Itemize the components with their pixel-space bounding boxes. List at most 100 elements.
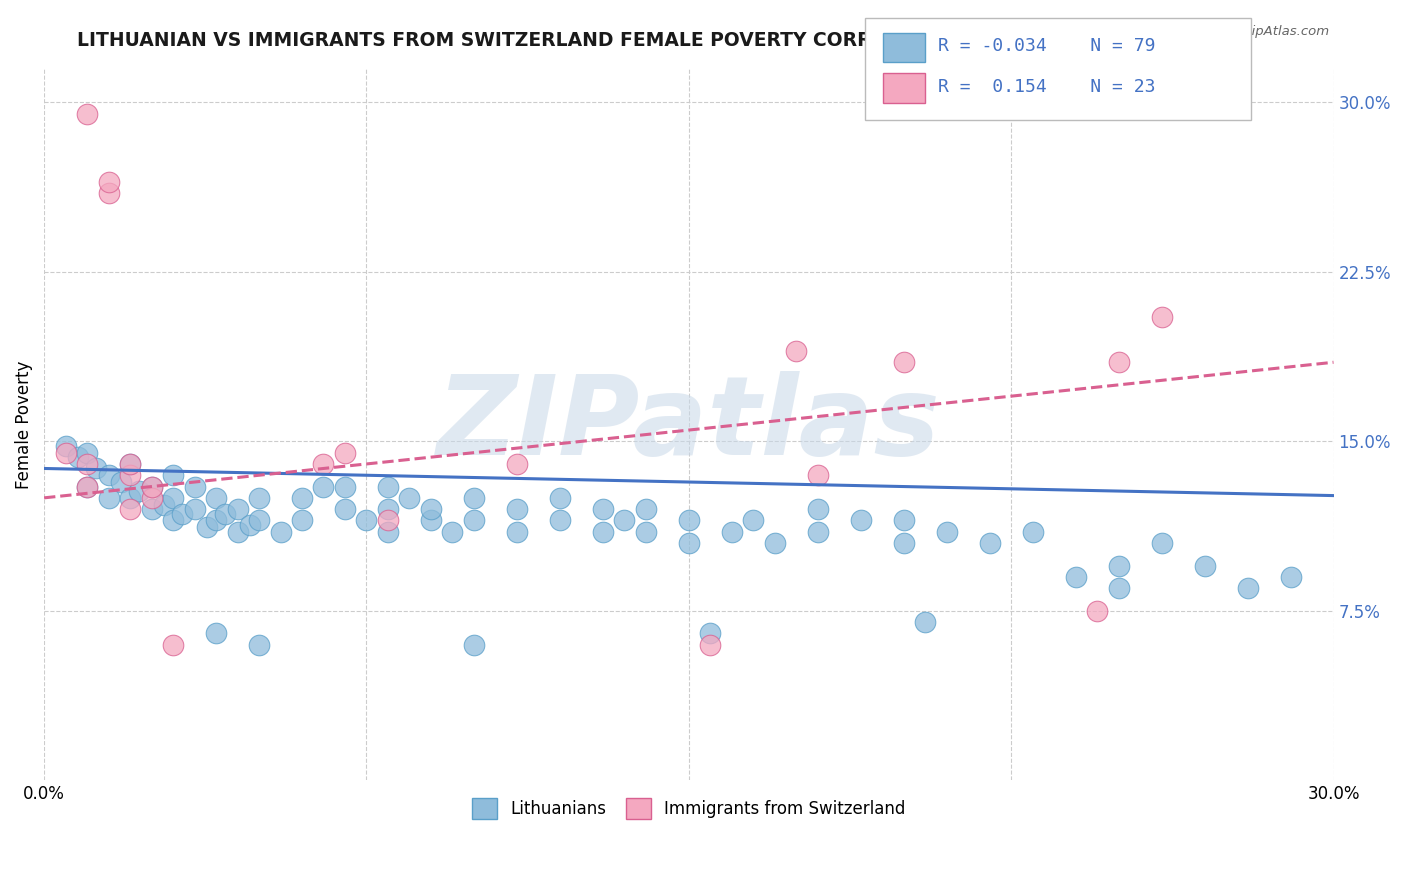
Text: R = -0.034    N = 79: R = -0.034 N = 79 (938, 37, 1156, 55)
Point (162, 638, 184, 652)
Point (312, 479, 335, 493)
Point (785, 343, 807, 358)
Point (128, 484, 150, 499)
Point (153, 498, 176, 512)
Point (506, 457, 529, 471)
Point (162, 491, 184, 505)
Point (333, 445, 356, 459)
Point (205, 491, 228, 505)
Point (205, 626, 228, 640)
Point (84, 461, 107, 475)
Point (506, 524, 529, 539)
Point (55, 439, 77, 453)
Point (141, 479, 163, 493)
Text: Source: ZipAtlas.com: Source: ZipAtlas.com (1188, 25, 1329, 38)
Point (699, 626, 721, 640)
Point (1108, 355, 1130, 369)
Point (592, 502, 614, 516)
Point (97, 468, 120, 483)
Point (226, 502, 249, 516)
Point (849, 513, 872, 527)
Point (120, 457, 142, 471)
Point (226, 524, 249, 539)
Point (356, 513, 378, 527)
Point (463, 638, 485, 652)
Point (291, 491, 314, 505)
Point (183, 502, 205, 516)
Point (97, 491, 120, 505)
Point (893, 513, 915, 527)
Point (613, 513, 636, 527)
Point (1021, 524, 1043, 539)
Point (377, 513, 399, 527)
Text: LITHUANIAN VS IMMIGRANTS FROM SWITZERLAND FEMALE POVERTY CORRELATION CHART: LITHUANIAN VS IMMIGRANTS FROM SWITZERLAN… (77, 31, 1038, 50)
Point (1150, 536, 1173, 550)
Point (141, 491, 163, 505)
Point (742, 513, 765, 527)
Text: R =  0.154    N = 23: R = 0.154 N = 23 (938, 78, 1156, 95)
Point (183, 479, 205, 493)
Point (247, 491, 270, 505)
Text: ZIPatlas: ZIPatlas (437, 371, 941, 478)
Point (97, 186, 120, 200)
Point (312, 457, 335, 471)
Point (239, 518, 262, 533)
Point (162, 513, 184, 527)
Point (1194, 558, 1216, 573)
Point (120, 468, 142, 483)
Point (110, 475, 132, 489)
Point (76, 479, 98, 493)
Point (120, 491, 142, 505)
Point (506, 502, 529, 516)
Point (935, 524, 957, 539)
Point (97, 174, 120, 188)
Point (291, 513, 314, 527)
Point (548, 491, 571, 505)
Point (76, 457, 98, 471)
Point (1064, 570, 1087, 584)
Point (377, 479, 399, 493)
Point (141, 502, 163, 516)
Point (1085, 604, 1108, 618)
Point (634, 502, 657, 516)
Point (333, 479, 356, 493)
Legend: Lithuanians, Immigrants from Switzerland: Lithuanians, Immigrants from Switzerland (465, 792, 912, 825)
Point (270, 524, 292, 539)
Point (205, 513, 228, 527)
Point (548, 513, 571, 527)
Point (1279, 570, 1302, 584)
Point (807, 524, 830, 539)
Point (398, 491, 420, 505)
Point (979, 536, 1001, 550)
Point (162, 468, 184, 483)
Point (441, 524, 464, 539)
Point (197, 520, 219, 534)
Point (634, 524, 657, 539)
Point (807, 502, 830, 516)
Point (763, 536, 786, 550)
Point (720, 524, 742, 539)
Point (247, 513, 270, 527)
Point (76, 479, 98, 493)
Point (893, 355, 915, 369)
Point (141, 479, 163, 493)
Point (463, 491, 485, 505)
Point (214, 507, 236, 521)
Point (678, 513, 700, 527)
Point (55, 445, 77, 459)
Point (170, 507, 193, 521)
Y-axis label: Female Poverty: Female Poverty (15, 360, 32, 489)
Point (914, 615, 936, 629)
Point (419, 502, 441, 516)
Point (678, 536, 700, 550)
Point (120, 502, 142, 516)
Point (893, 536, 915, 550)
Point (67, 450, 90, 465)
Point (592, 524, 614, 539)
Point (377, 524, 399, 539)
Point (120, 457, 142, 471)
Point (699, 638, 721, 652)
Point (76, 445, 98, 459)
Point (807, 468, 830, 483)
Point (76, 106, 98, 120)
